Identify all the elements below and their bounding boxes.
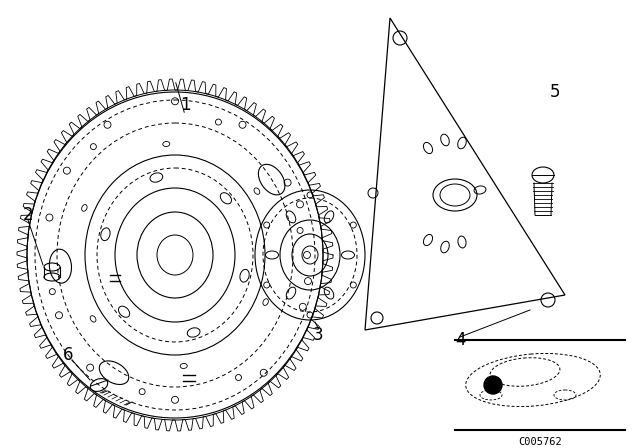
Text: 3: 3 [313, 326, 323, 344]
Text: 1: 1 [180, 96, 190, 114]
Text: 6: 6 [63, 346, 73, 364]
Text: C005762: C005762 [518, 437, 562, 447]
Circle shape [484, 376, 502, 394]
Text: 5: 5 [550, 83, 560, 101]
Text: 4: 4 [455, 331, 465, 349]
Text: 2: 2 [22, 206, 33, 224]
